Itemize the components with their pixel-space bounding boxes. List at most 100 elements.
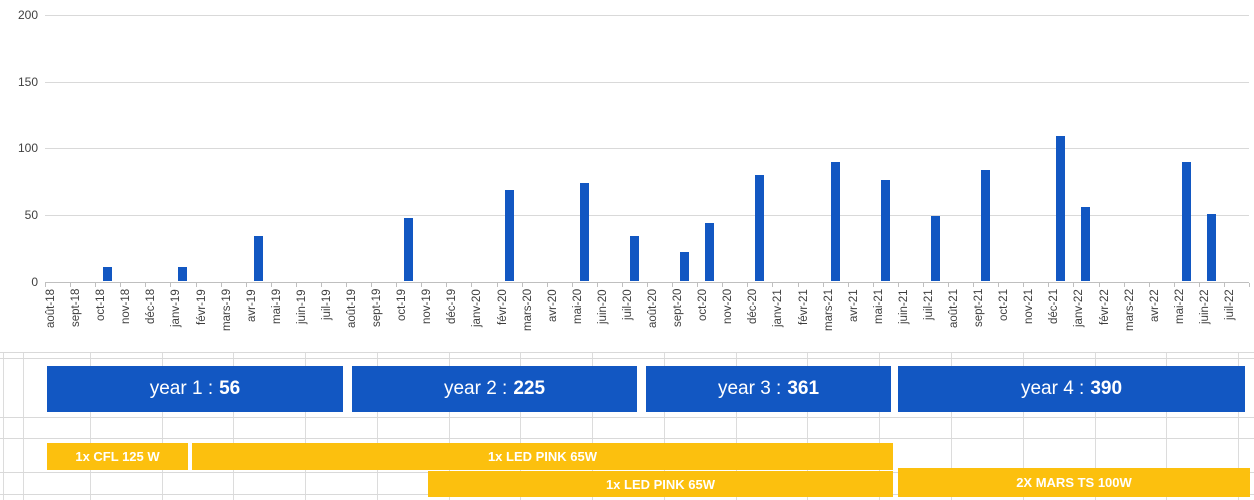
grid-column-line xyxy=(1095,352,1096,500)
x-axis-label-text: janv-22 xyxy=(1073,289,1086,327)
x-axis-label-text: sept-18 xyxy=(70,289,83,328)
grid-column-line xyxy=(233,352,234,500)
y-axis-label: 50 xyxy=(24,207,38,222)
x-axis-label: sept-21 xyxy=(973,289,998,351)
grid-column-line xyxy=(1166,352,1167,500)
equipment-bar-1[interactable]: 1x LED PINK 65W xyxy=(192,443,893,470)
x-axis-label: mai-22 xyxy=(1174,289,1199,351)
x-axis-label: nov-18 xyxy=(120,289,145,351)
axis-tick xyxy=(847,282,849,287)
year-bar-year-1[interactable]: year 1 :56 xyxy=(47,366,343,412)
grid-column-line xyxy=(377,352,378,500)
grid-row-line xyxy=(0,352,1254,353)
equipment-bar-2[interactable]: 1x LED PINK 65W xyxy=(428,471,893,497)
x-axis-label-text: oct-19 xyxy=(396,289,409,321)
bar-mai-21[interactable] xyxy=(880,180,890,282)
year-bar-year-4[interactable]: year 4 :390 xyxy=(898,366,1245,412)
axis-tick xyxy=(747,282,749,287)
axis-tick xyxy=(195,282,197,287)
bar-mars-21[interactable] xyxy=(830,161,840,282)
x-axis-label: juin-20 xyxy=(597,289,622,351)
bar-sept-21[interactable] xyxy=(981,169,991,282)
grid-column-line xyxy=(879,352,880,500)
x-axis-label-text: juin-19 xyxy=(295,289,308,324)
equipment-bar-0[interactable]: 1x CFL 125 W xyxy=(47,443,188,470)
grid-column-line xyxy=(449,352,450,500)
x-axis-label-text: déc-20 xyxy=(747,289,760,325)
axis-tick xyxy=(571,282,573,287)
axis-tick xyxy=(45,282,46,287)
x-axis-label: févr-22 xyxy=(1099,289,1124,351)
bar-avr-19[interactable] xyxy=(253,236,263,282)
axis-tick xyxy=(320,282,322,287)
axis-tick xyxy=(1098,282,1100,287)
axis-tick xyxy=(1173,282,1175,287)
axis-tick xyxy=(1223,282,1225,287)
year-bar-year-3[interactable]: year 3 :361 xyxy=(646,366,891,412)
axis-tick xyxy=(822,282,824,287)
x-axis-label: janv-20 xyxy=(471,289,496,351)
bar-juil-20[interactable] xyxy=(629,236,639,282)
x-axis-label: juil-21 xyxy=(923,289,948,351)
x-axis-label: oct-19 xyxy=(396,289,421,351)
axis-tick xyxy=(1048,282,1050,287)
x-axis-label-text: oct-21 xyxy=(998,289,1011,321)
x-axis-label: févr-20 xyxy=(497,289,522,351)
bar-janv-22[interactable] xyxy=(1081,206,1091,282)
axis-tick xyxy=(672,282,674,287)
x-axis-label-text: févr-20 xyxy=(496,289,509,325)
axis-tick xyxy=(220,282,222,287)
bar-juin-22[interactable] xyxy=(1206,213,1216,282)
grid-column-line xyxy=(736,352,737,500)
x-axis-label-text: mars-22 xyxy=(1123,289,1136,332)
x-axis-label: juil-22 xyxy=(1224,289,1249,351)
x-axis-label-text: mars-20 xyxy=(521,289,534,332)
x-axis-label-text: juil-21 xyxy=(922,289,935,320)
bar-juil-21[interactable] xyxy=(930,216,940,282)
bar-mai-22[interactable] xyxy=(1181,161,1191,282)
equipment-bar-3[interactable]: 2X MARS TS 100W xyxy=(898,468,1250,497)
grid-row-line xyxy=(0,438,1254,439)
x-axis-label-text: avr-21 xyxy=(847,289,860,322)
x-axis-label-text: nov-21 xyxy=(1023,289,1036,325)
axis-tick xyxy=(396,282,398,287)
y-axis-label: 200 xyxy=(17,8,38,22)
axis-tick xyxy=(1023,282,1025,287)
bar-oct-19[interactable] xyxy=(404,217,414,282)
axis-tick xyxy=(772,282,774,287)
year-bar-label: year 2 : xyxy=(443,378,508,399)
grid-row-line xyxy=(0,417,1254,418)
axis-tick xyxy=(446,282,448,287)
axis-tick xyxy=(1249,282,1250,287)
x-axis-label: sept-20 xyxy=(672,289,697,351)
year-bar-label: year 3 : xyxy=(717,378,782,399)
axis-tick xyxy=(922,282,924,287)
bar-sept-20[interactable] xyxy=(680,252,690,282)
x-axis-label-text: juil-20 xyxy=(621,289,634,320)
year-bar-total: 361 xyxy=(787,378,820,399)
bar-mai-20[interactable] xyxy=(579,182,589,282)
x-axis-label-text: févr-19 xyxy=(195,289,208,325)
bar-janv-19[interactable] xyxy=(178,266,188,282)
bar-oct-20[interactable] xyxy=(705,222,715,282)
bar-déc-20[interactable] xyxy=(755,174,765,282)
axis-tick xyxy=(998,282,1000,287)
axis-tick xyxy=(1148,282,1150,287)
axis-tick xyxy=(145,282,147,287)
x-axis-label: août-21 xyxy=(948,289,973,351)
x-axis-label: mars-22 xyxy=(1124,289,1149,351)
axis-tick xyxy=(647,282,648,287)
x-axis-label: déc-19 xyxy=(446,289,471,351)
grid-column-line xyxy=(1238,352,1239,500)
year-bar-year-2[interactable]: year 2 :225 xyxy=(352,366,637,412)
bar-oct-18[interactable] xyxy=(103,266,113,282)
x-axis-label: nov-21 xyxy=(1023,289,1048,351)
x-axis-label: oct-18 xyxy=(95,289,120,351)
grid-column-line xyxy=(162,352,163,500)
x-axis-label: oct-20 xyxy=(697,289,722,351)
bar-févr-20[interactable] xyxy=(504,189,514,282)
bar-déc-21[interactable] xyxy=(1056,136,1066,282)
axis-tick xyxy=(596,282,598,287)
grid-column-line xyxy=(951,352,952,500)
x-axis-label-text: mai-22 xyxy=(1173,289,1186,325)
